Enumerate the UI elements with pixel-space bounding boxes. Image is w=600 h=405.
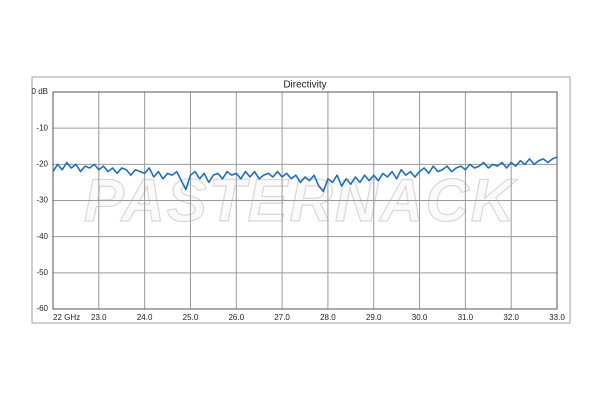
- x-tick-label: 30.0: [412, 313, 428, 322]
- y-tick-label: 0 dB: [32, 87, 48, 96]
- x-tick-label: 23.0: [91, 313, 107, 322]
- chart-title: Directivity: [283, 80, 326, 91]
- data-line: [52, 156, 558, 193]
- y-tick-label: -20: [36, 159, 48, 168]
- plot-border: [52, 91, 558, 310]
- x-tick-label: 27.0: [274, 313, 290, 322]
- x-tick-label: 28.0: [320, 313, 336, 322]
- x-tick-label: 29.0: [366, 313, 382, 322]
- x-tick-label: 26.0: [228, 313, 244, 322]
- x-tick-label: 22 GHz: [53, 313, 80, 322]
- y-tick-label: -10: [36, 123, 48, 132]
- y-tick-label: -60: [36, 304, 48, 313]
- x-tick-label: 25.0: [183, 313, 199, 322]
- x-tick-label: 33.0: [549, 313, 565, 322]
- y-tick-label: -30: [36, 196, 48, 205]
- x-tick-label: 24.0: [137, 313, 153, 322]
- y-tick-label: -40: [36, 232, 48, 241]
- x-tick-label: 31.0: [458, 313, 474, 322]
- x-tick-label: 32.0: [503, 313, 519, 322]
- y-tick-label: -50: [36, 268, 48, 277]
